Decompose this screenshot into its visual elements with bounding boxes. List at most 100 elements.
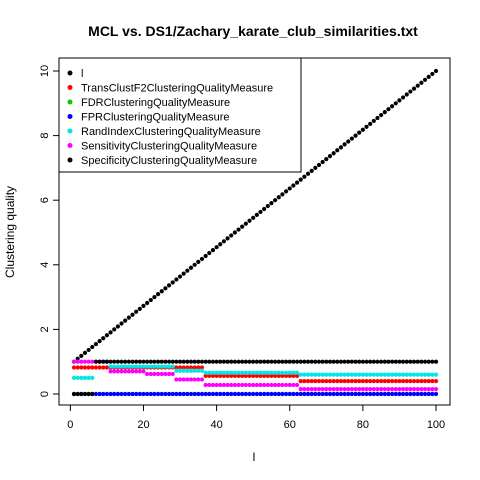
data-point	[419, 387, 423, 391]
data-point	[368, 360, 372, 364]
data-point	[317, 163, 321, 167]
data-point	[185, 392, 189, 396]
data-point	[149, 392, 153, 396]
data-point	[182, 392, 186, 396]
x-axis-label: l	[253, 450, 256, 464]
data-point	[233, 392, 237, 396]
data-point	[430, 387, 434, 391]
data-point	[423, 387, 427, 391]
data-point	[427, 387, 431, 391]
data-point	[357, 131, 361, 135]
data-point	[383, 110, 387, 114]
data-point	[299, 178, 303, 182]
data-point	[295, 392, 299, 396]
data-point	[280, 192, 284, 196]
data-point	[193, 360, 197, 364]
data-point	[434, 360, 438, 364]
data-point	[215, 360, 219, 364]
data-point	[266, 392, 270, 396]
legend-swatch	[68, 100, 73, 105]
data-point	[123, 392, 127, 396]
data-point	[321, 373, 325, 377]
data-point	[328, 387, 332, 391]
data-point	[379, 360, 383, 364]
data-point	[423, 360, 427, 364]
data-point	[386, 379, 390, 383]
data-point	[167, 392, 171, 396]
data-point	[379, 113, 383, 117]
data-point	[412, 387, 416, 391]
data-point	[332, 360, 336, 364]
data-point	[306, 373, 310, 377]
data-point	[174, 277, 178, 281]
data-point	[247, 219, 251, 223]
data-point	[332, 379, 336, 383]
data-point	[215, 383, 219, 387]
data-point	[434, 379, 438, 383]
data-point	[350, 360, 354, 364]
data-point	[379, 373, 383, 377]
data-point	[390, 379, 394, 383]
data-point	[193, 377, 197, 381]
data-point	[375, 387, 379, 391]
data-point	[335, 379, 339, 383]
data-point	[185, 377, 189, 381]
data-point	[394, 101, 398, 105]
legend-swatch	[68, 85, 73, 90]
data-point	[353, 392, 357, 396]
data-point	[416, 392, 420, 396]
data-point	[240, 371, 244, 375]
data-point	[87, 392, 91, 396]
data-point	[152, 295, 156, 299]
data-point	[258, 383, 262, 387]
data-point	[262, 383, 266, 387]
data-point	[386, 387, 390, 391]
legend-swatch	[68, 143, 73, 148]
data-point	[94, 365, 98, 369]
data-point	[178, 369, 182, 373]
data-point	[310, 360, 314, 364]
data-point	[138, 369, 142, 373]
data-point	[244, 360, 248, 364]
data-point	[171, 280, 175, 284]
data-point	[130, 364, 134, 368]
data-point	[182, 272, 186, 276]
data-point	[346, 392, 350, 396]
data-point	[123, 369, 127, 373]
data-point	[160, 364, 164, 368]
data-point	[255, 371, 259, 375]
data-point	[350, 387, 354, 391]
data-point	[401, 95, 405, 99]
data-point	[141, 369, 145, 373]
data-point	[423, 373, 427, 377]
data-point	[236, 383, 240, 387]
data-point	[280, 360, 284, 364]
data-point	[94, 392, 98, 396]
data-point	[273, 360, 277, 364]
data-point	[405, 92, 409, 96]
data-point	[405, 360, 409, 364]
data-point	[328, 392, 332, 396]
data-point	[295, 371, 299, 375]
data-point	[138, 360, 142, 364]
legend-swatch	[68, 71, 73, 76]
data-point	[112, 360, 116, 364]
data-point	[269, 360, 273, 364]
data-point	[76, 392, 80, 396]
data-point	[156, 364, 160, 368]
data-point	[295, 180, 299, 184]
legend: lTransClustF2ClusteringQualityMeasureFDR…	[59, 58, 301, 172]
data-point	[225, 371, 229, 375]
data-point	[339, 387, 343, 391]
data-point	[266, 371, 270, 375]
data-point	[105, 392, 109, 396]
data-point	[416, 379, 420, 383]
data-point	[149, 372, 153, 376]
data-point	[196, 377, 200, 381]
data-point	[207, 360, 211, 364]
data-point	[379, 379, 383, 383]
data-point	[255, 213, 259, 217]
data-point	[262, 392, 266, 396]
data-point	[375, 116, 379, 120]
data-point	[163, 360, 167, 364]
